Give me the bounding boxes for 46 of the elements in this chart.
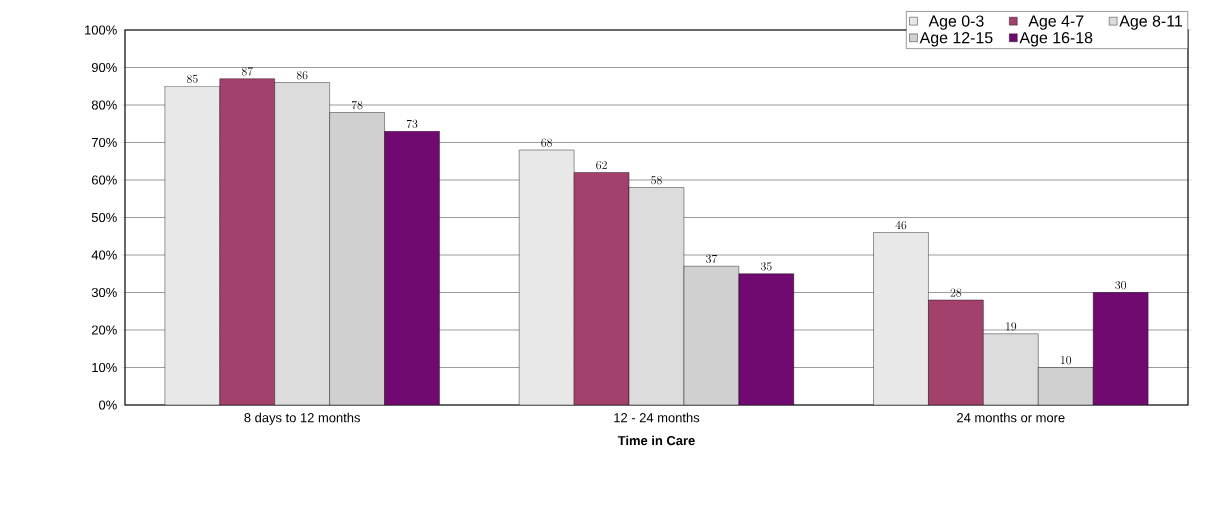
x-tick-label: 24 months or more xyxy=(957,412,1065,423)
y-tick-label: 10% xyxy=(92,362,117,373)
legend-label: Age 0-3 xyxy=(928,15,984,30)
bar xyxy=(219,78,275,405)
bar xyxy=(384,131,440,405)
data-label: 35 xyxy=(760,262,772,271)
data-label: 86 xyxy=(296,71,308,80)
data-label: 87 xyxy=(241,67,253,76)
bar xyxy=(573,172,630,405)
bar xyxy=(1093,292,1149,405)
x-axis-title: Time in Care xyxy=(617,435,695,446)
legend-label: Age 4-7 xyxy=(1028,15,1084,30)
bar xyxy=(683,266,740,405)
y-tick-label: 20% xyxy=(91,325,117,335)
y-tick-label: 60% xyxy=(91,175,117,185)
y-tick-label: 50% xyxy=(91,212,117,223)
data-label: 28 xyxy=(950,288,962,297)
bar xyxy=(164,86,220,405)
bar xyxy=(738,273,794,405)
y-tick-label: 70% xyxy=(91,137,117,148)
y-tick-label: 0% xyxy=(99,400,117,410)
data-label: 78 xyxy=(351,100,363,110)
bar xyxy=(518,149,575,405)
y-tick-label: 90% xyxy=(91,62,117,73)
data-label: 73 xyxy=(406,119,418,128)
legend-label: Age 12-15 xyxy=(919,32,993,47)
legend-label: Age 8-11 xyxy=(1119,15,1183,30)
bar xyxy=(928,299,984,405)
data-label: 30 xyxy=(1115,281,1127,290)
data-label: 58 xyxy=(651,176,662,185)
y-tick-label: 100% xyxy=(85,25,117,35)
y-tick-label: 40% xyxy=(91,250,117,260)
bar xyxy=(628,187,685,405)
data-label: 68 xyxy=(541,138,552,147)
bar xyxy=(873,232,929,405)
data-label: 85 xyxy=(186,74,198,83)
data-label: 46 xyxy=(895,220,907,230)
data-label: 19 xyxy=(1006,322,1017,331)
y-tick-label: 30% xyxy=(91,287,117,298)
y-tick-label: 80% xyxy=(91,100,117,110)
x-tick-label: 12 - 24 months xyxy=(614,412,700,423)
x-tick-label: 8 days to 12 months xyxy=(244,412,360,425)
data-label: 62 xyxy=(596,161,607,170)
legend-label: Age 16-18 xyxy=(1019,32,1093,47)
data-label: 10 xyxy=(1060,356,1072,365)
data-label: 37 xyxy=(706,254,718,263)
